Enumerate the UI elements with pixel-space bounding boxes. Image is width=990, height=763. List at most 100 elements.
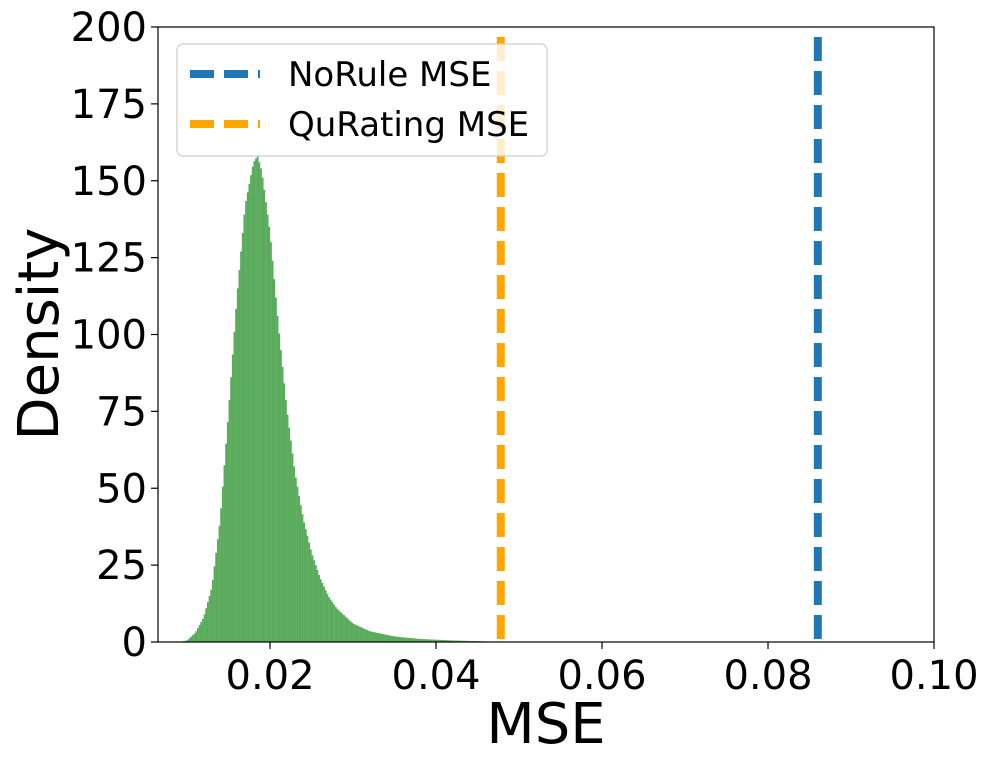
histogram-bar bbox=[280, 350, 282, 642]
histogram-bar bbox=[321, 582, 324, 642]
histogram-bar bbox=[432, 639, 435, 642]
histogram-bar bbox=[452, 640, 455, 642]
histogram-bar bbox=[391, 635, 394, 642]
histogram-bar bbox=[367, 630, 370, 642]
histogram-bar bbox=[270, 242, 272, 642]
histogram-bar bbox=[412, 638, 415, 642]
histogram-bar bbox=[351, 622, 354, 642]
histogram-bar bbox=[348, 619, 350, 642]
histogram-bar bbox=[401, 637, 403, 642]
histogram-bar bbox=[436, 639, 438, 642]
histogram-bar bbox=[276, 316, 279, 642]
histogram-bar bbox=[344, 616, 347, 642]
histogram-bar bbox=[225, 443, 228, 642]
histogram-bar bbox=[260, 168, 262, 642]
x-tick-label: 0.02 bbox=[226, 653, 315, 699]
histogram-bar bbox=[245, 201, 247, 643]
x-tick-label: 0.06 bbox=[557, 653, 646, 699]
histogram-bar bbox=[427, 639, 430, 642]
histogram-bar bbox=[230, 377, 233, 642]
histogram-bar bbox=[459, 640, 462, 642]
legend-label-qurating: QuRating MSE bbox=[288, 105, 529, 145]
legend: NoRule MSE QuRating MSE bbox=[176, 43, 548, 157]
histogram-bar bbox=[208, 595, 211, 643]
histogram-bar bbox=[314, 565, 317, 643]
histogram-bar bbox=[328, 597, 330, 642]
histogram-bar bbox=[324, 590, 327, 642]
histogram-bar bbox=[253, 161, 256, 642]
histogram-bar bbox=[369, 631, 372, 642]
histogram-bar bbox=[235, 308, 237, 642]
histogram-bar bbox=[323, 586, 325, 642]
histogram-bar bbox=[434, 639, 437, 642]
legend-label-norule: NoRule MSE bbox=[288, 55, 491, 95]
histogram-bar bbox=[417, 638, 420, 642]
y-axis: 0 25 50 75 100 125 150 175 200 bbox=[71, 5, 158, 666]
x-axis-title: MSE bbox=[486, 692, 605, 757]
histogram-bar bbox=[293, 466, 296, 642]
histogram-bar bbox=[281, 366, 284, 642]
histogram-bar bbox=[278, 333, 281, 642]
histogram-bar bbox=[236, 288, 239, 643]
histogram-bar bbox=[384, 634, 387, 642]
y-tick-label: 200 bbox=[71, 5, 147, 51]
histogram-bar bbox=[416, 638, 418, 642]
histogram-bar bbox=[381, 633, 384, 642]
histogram-bar bbox=[437, 639, 440, 642]
histogram-bar bbox=[399, 637, 402, 642]
histogram-bar bbox=[268, 226, 271, 642]
histogram-bar bbox=[193, 633, 196, 642]
histogram-bar bbox=[426, 639, 428, 642]
histogram-bar bbox=[338, 610, 340, 642]
histogram-bar bbox=[298, 495, 301, 642]
histogram-bar bbox=[205, 608, 208, 642]
histogram-bar bbox=[334, 606, 337, 642]
y-axis-title: Density bbox=[7, 228, 72, 441]
histogram-bar bbox=[213, 566, 216, 642]
histogram-bar bbox=[187, 639, 189, 642]
histogram-bar bbox=[397, 636, 400, 643]
histogram-bar bbox=[258, 162, 261, 643]
x-tick-label: 0.08 bbox=[723, 653, 812, 699]
histogram-bar bbox=[421, 639, 423, 642]
y-tick-label: 125 bbox=[71, 236, 147, 282]
x-tick-label: 0.10 bbox=[889, 653, 978, 699]
histogram-bar bbox=[449, 640, 452, 642]
histogram-bar bbox=[358, 626, 360, 642]
histogram-bar bbox=[361, 627, 364, 642]
histogram-bar bbox=[211, 579, 214, 642]
histogram-bar bbox=[201, 618, 204, 642]
histogram-bar bbox=[445, 640, 448, 642]
x-tick-label: 0.04 bbox=[392, 653, 481, 699]
histogram-bar bbox=[424, 639, 427, 642]
histogram-bar bbox=[392, 636, 395, 642]
histogram-bar bbox=[221, 486, 224, 642]
histogram-bar bbox=[304, 529, 307, 642]
histogram-bar bbox=[376, 632, 379, 642]
histogram-bar bbox=[442, 640, 445, 642]
histogram-bar bbox=[316, 570, 319, 642]
histogram-bar bbox=[353, 623, 355, 642]
histogram-bar bbox=[319, 579, 322, 642]
histogram-bar bbox=[197, 628, 199, 642]
histogram-bar bbox=[386, 634, 389, 642]
histogram-bar bbox=[215, 552, 218, 642]
histogram-bar bbox=[411, 638, 413, 642]
y-tick-label: 50 bbox=[96, 466, 147, 512]
y-tick-label: 175 bbox=[71, 82, 147, 128]
histogram-bar bbox=[248, 183, 251, 642]
histogram-bar bbox=[308, 542, 311, 642]
histogram-bar bbox=[431, 639, 433, 642]
histogram-bar bbox=[309, 549, 312, 642]
histogram-bar bbox=[414, 638, 417, 642]
histogram-bar bbox=[294, 477, 297, 642]
histogram-bar bbox=[216, 539, 219, 642]
histogram-bar bbox=[273, 279, 276, 642]
histogram-bar bbox=[409, 638, 412, 642]
histogram-bar bbox=[195, 631, 198, 642]
y-tick-label: 75 bbox=[96, 389, 147, 435]
histogram-bar bbox=[231, 354, 234, 642]
histogram-bar bbox=[374, 632, 377, 642]
histogram-bar bbox=[226, 422, 229, 642]
histogram-bar bbox=[326, 594, 329, 642]
